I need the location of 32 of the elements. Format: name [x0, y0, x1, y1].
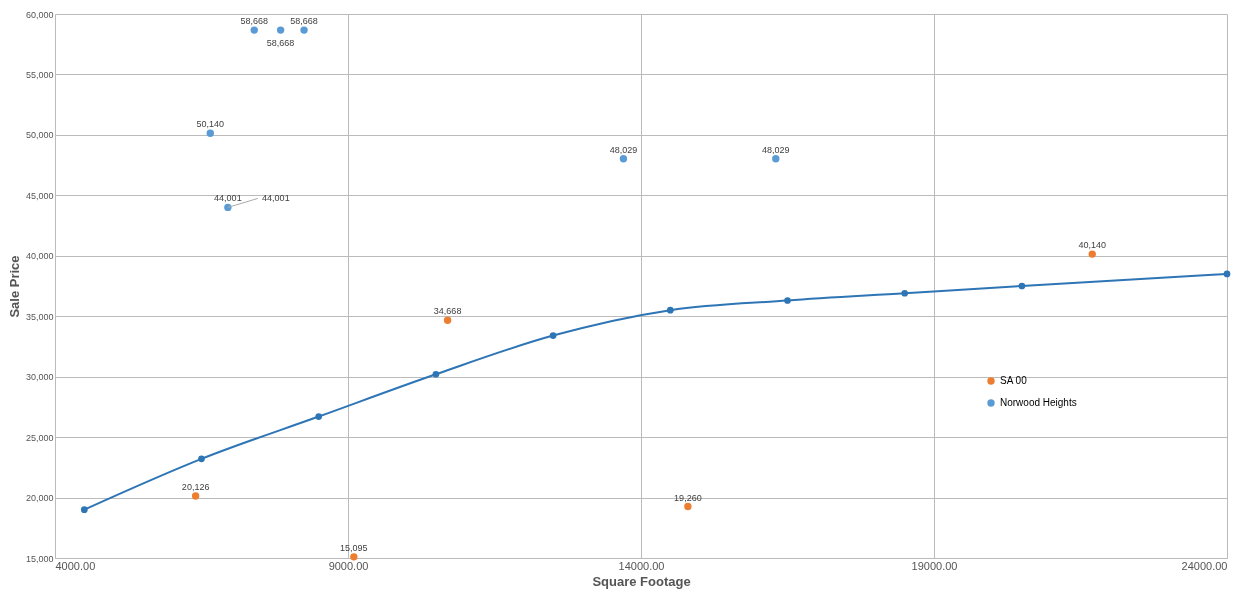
x-tick-label: 9000.00: [328, 559, 369, 572]
data-label: 19,260: [674, 492, 702, 503]
y-tick-label: 55,000: [25, 69, 54, 80]
y-tick-label: 15,000: [25, 553, 54, 564]
x-tick-label: 24000.00: [1181, 559, 1228, 572]
annotation: 44,001: [262, 193, 290, 204]
data-label: 20,126: [181, 482, 210, 493]
y-tick-label: 40,000: [25, 251, 54, 262]
y-axis-title: Sale Price: [6, 255, 22, 318]
x-tick-label: 19000.00: [911, 559, 958, 572]
data-label: 58,668: [240, 16, 269, 27]
x-axis-title: Square Footage: [592, 573, 691, 589]
data-label: 58,668: [266, 38, 295, 49]
data-label: 40,140: [1078, 240, 1106, 251]
legend-label: Norwood Heights: [1000, 397, 1077, 408]
data-label: 58,668: [290, 16, 318, 27]
data-label: 50,140: [196, 119, 225, 130]
legend-label: SA 00: [1000, 375, 1028, 386]
y-tick-label: 30,000: [25, 372, 54, 383]
x-tick-label: 4000.00: [55, 559, 96, 572]
y-tick-label: 60,000: [25, 9, 54, 20]
y-tick-label: 35,000: [25, 311, 54, 322]
y-tick-label: 20,000: [25, 493, 54, 504]
data-label: 44,001: [214, 193, 242, 204]
y-tick-label: 50,000: [25, 130, 54, 141]
data-label: 15,095: [340, 542, 368, 553]
y-tick-label: 25,000: [25, 432, 54, 443]
x-tick-label: 14000.00: [618, 559, 665, 572]
y-tick-label: 45,000: [25, 190, 54, 201]
data-label: 34,668: [433, 306, 462, 317]
data-label: 48,029: [762, 144, 790, 155]
data-label: 48,029: [609, 144, 638, 155]
